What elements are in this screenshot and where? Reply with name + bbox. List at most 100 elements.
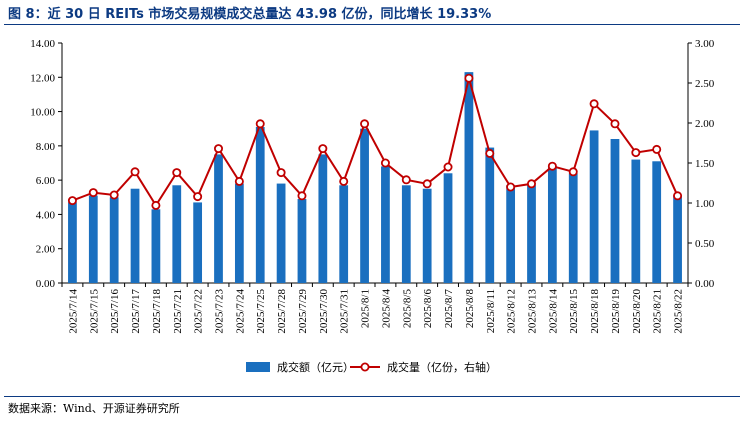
x-tick-label: 2025/8/21: [652, 289, 664, 334]
left-tick-label: 8.00: [36, 141, 56, 153]
line-point: [67, 196, 77, 206]
bar: [88, 195, 98, 283]
x-tick-label: 2025/8/22: [673, 289, 685, 334]
x-tick-label: 2025/7/17: [130, 289, 142, 334]
line-point: [589, 99, 599, 109]
x-tick-label: 2025/7/18: [151, 289, 163, 334]
bar: [318, 154, 328, 283]
x-tick-label: 2025/8/18: [589, 289, 601, 334]
line-point: [255, 119, 265, 129]
x-tick-label: 2025/7/21: [172, 289, 184, 334]
line-point: [631, 148, 641, 158]
x-tick-label: 2025/8/6: [422, 289, 434, 329]
line-point: [527, 179, 537, 189]
line-series: [67, 73, 683, 210]
line-point: [339, 176, 349, 186]
bar: [68, 202, 77, 283]
line-point: [213, 144, 223, 154]
line-point: [443, 162, 453, 172]
left-tick-label: 6.00: [36, 175, 56, 187]
bar: [610, 139, 620, 283]
line-point: [360, 119, 370, 129]
line-point: [234, 176, 244, 186]
bar: [568, 173, 578, 283]
bar: [464, 72, 474, 284]
line-point: [109, 190, 119, 200]
line-point: [151, 200, 161, 210]
x-tick-label: 2025/7/16: [109, 289, 121, 334]
line-point: [568, 167, 578, 177]
bar: [527, 185, 536, 283]
x-tick-label: 2025/7/14: [67, 289, 79, 334]
bar: [485, 147, 495, 283]
bar: [255, 127, 265, 283]
x-tick-label: 2025/7/22: [193, 289, 205, 334]
bar: [172, 185, 182, 283]
line-point: [673, 191, 683, 201]
left-tick-label: 0.00: [36, 278, 56, 290]
right-tick-label: 0.50: [695, 238, 715, 250]
series-line: [72, 77, 679, 208]
x-tick-label: 2025/7/29: [297, 289, 309, 334]
x-tick-label: 2025/8/19: [610, 289, 622, 334]
bar: [631, 159, 641, 283]
x-tick-label: 2025/7/24: [234, 289, 246, 334]
x-tick-label: 2025/7/31: [339, 289, 351, 334]
bar: [589, 130, 599, 283]
line-point: [485, 148, 495, 158]
line-point: [88, 188, 98, 198]
x-tick-label: 2025/8/13: [527, 289, 539, 334]
x-tick-label: 2025/8/7: [443, 289, 455, 329]
x-tick-label: 2025/8/14: [547, 289, 559, 334]
bar-series: [68, 72, 682, 284]
left-axis-ticks: 0.00 2.00 4.00 6.00 8.00 10.00 12.00 14.00: [30, 38, 62, 290]
x-axis-ticks: 2025/7/14 2025/7/15 2025/7/16 2025/7/17 2025…: [61, 283, 689, 334]
line-point: [401, 175, 411, 185]
x-tick-label: 2025/8/11: [485, 289, 497, 333]
x-tick-label: 2025/7/23: [214, 289, 226, 334]
legend-line-marker: [360, 362, 370, 372]
bar: [193, 202, 203, 283]
left-tick-label: 4.00: [36, 209, 56, 221]
line-point: [380, 158, 390, 168]
bar: [360, 128, 369, 283]
x-tick-label: 2025/7/30: [318, 289, 330, 334]
line-point: [318, 144, 328, 154]
title-divider: [4, 24, 740, 25]
line-point: [276, 168, 286, 178]
right-tick-label: 0.00: [695, 278, 715, 290]
bar: [276, 183, 286, 283]
chart-legend: 成交额（亿元） 成交量（亿份，右轴）: [246, 360, 497, 374]
right-tick-label: 3.00: [695, 38, 715, 50]
right-tick-label: 1.50: [695, 158, 715, 170]
line-point: [297, 191, 307, 201]
right-axis-ticks: 0.00 0.50 1.00 1.50 2.00 2.50 3.00: [688, 38, 715, 290]
right-tick-label: 1.00: [695, 198, 715, 210]
line-point: [506, 182, 516, 192]
x-tick-label: 2025/8/20: [631, 289, 643, 334]
x-tick-label: 2025/8/4: [380, 289, 392, 329]
bar: [652, 161, 662, 283]
bar: [234, 183, 244, 283]
x-tick-label: 2025/8/12: [506, 289, 518, 334]
x-tick-label: 2025/7/15: [88, 289, 100, 334]
x-tick-label: 2025/8/8: [464, 289, 476, 329]
x-tick-label: 2025/8/5: [401, 289, 413, 329]
bar: [151, 209, 161, 283]
footer-divider: [4, 396, 740, 397]
line-point: [547, 161, 557, 171]
bar: [401, 185, 411, 283]
right-tick-label: 2.50: [695, 78, 715, 90]
bar: [547, 166, 557, 283]
chart-area: 0.00 2.00 4.00 6.00 8.00 10.00 12.00 14.00 0.00…: [30, 38, 715, 374]
left-tick-label: 12.00: [30, 72, 55, 84]
bar: [673, 195, 682, 283]
line-point: [193, 192, 203, 202]
bar: [443, 173, 453, 283]
x-tick-label: 2025/8/1: [360, 289, 372, 328]
line-point: [172, 168, 182, 178]
right-tick-label: 2.00: [695, 118, 715, 130]
line-point: [422, 179, 432, 189]
figure-title: 图 8：近 30 日 REITs 市场交易规模成交总量达 43.98 亿份，同比…: [8, 7, 492, 22]
x-tick-label: 2025/7/28: [276, 289, 288, 334]
